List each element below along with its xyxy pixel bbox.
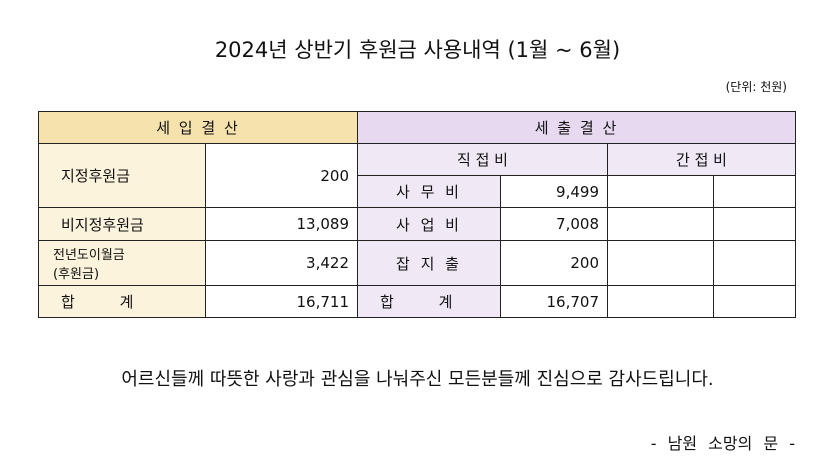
income-label: 지정후원금 (38, 143, 206, 208)
income-label-text: (후원금) (53, 267, 100, 282)
expense-label-text: 사 무 비 (396, 183, 462, 201)
expense-label-text: 잡 지 출 (396, 254, 462, 273)
income-value: 200 (205, 143, 358, 208)
indirect-cell (607, 240, 714, 286)
income-label: 비지정후원금 (38, 207, 206, 241)
expense-header: 세 출 결 산 (357, 111, 796, 144)
indirect-cell (607, 175, 714, 208)
expense-value: 7,008 (500, 207, 608, 241)
message: 어르신들께 따뜻한 사랑과 관심을 나눠주신 모든분들께 진심으로 감사드립니다… (121, 369, 714, 390)
expense-label: 잡 지 출 (357, 240, 501, 286)
indirect-cell (713, 285, 796, 318)
income-value: 13,089 (205, 207, 358, 241)
income-label: 합 계 (38, 285, 206, 318)
unit-note: (단위: 천원) (725, 80, 787, 94)
indirect-cell (713, 207, 796, 241)
indirect-cell (713, 240, 796, 286)
expense-value: 9,499 (500, 175, 608, 208)
indirect-cell (607, 207, 714, 241)
expense-label-text: 사 업 비 (396, 215, 462, 234)
expense-value: 200 (500, 240, 608, 286)
title: 2024년 상반기 후원금 사용내역 (1월 ~ 6월) (214, 38, 621, 62)
income-label-text: 지정후원금 (61, 167, 131, 185)
expense-label: 사 무 비 (357, 175, 501, 208)
income-label-text: 합 계 (61, 293, 134, 311)
income-value: 16,711 (205, 285, 358, 318)
income-label: 전년도이월금 (후원금) (38, 240, 206, 286)
expense-label: 사 업 비 (357, 207, 501, 241)
indirect-cell (607, 285, 714, 318)
income-value: 3,422 (205, 240, 358, 286)
indirect-cell (713, 175, 796, 208)
income-label-text: 전년도이월금 (53, 248, 125, 263)
expense-label: 합 계 (357, 285, 501, 318)
signature: - 남원 소망의 문 - (650, 434, 795, 453)
income-label-text: 비지정후원금 (61, 215, 144, 234)
income-header: 세 입 결 산 (38, 111, 358, 144)
indirect-header: 간 접 비 (607, 143, 796, 176)
expense-label-text: 합 계 (380, 293, 453, 311)
expense-value: 16,707 (500, 285, 608, 318)
direct-header: 직 접 비 (357, 143, 608, 176)
